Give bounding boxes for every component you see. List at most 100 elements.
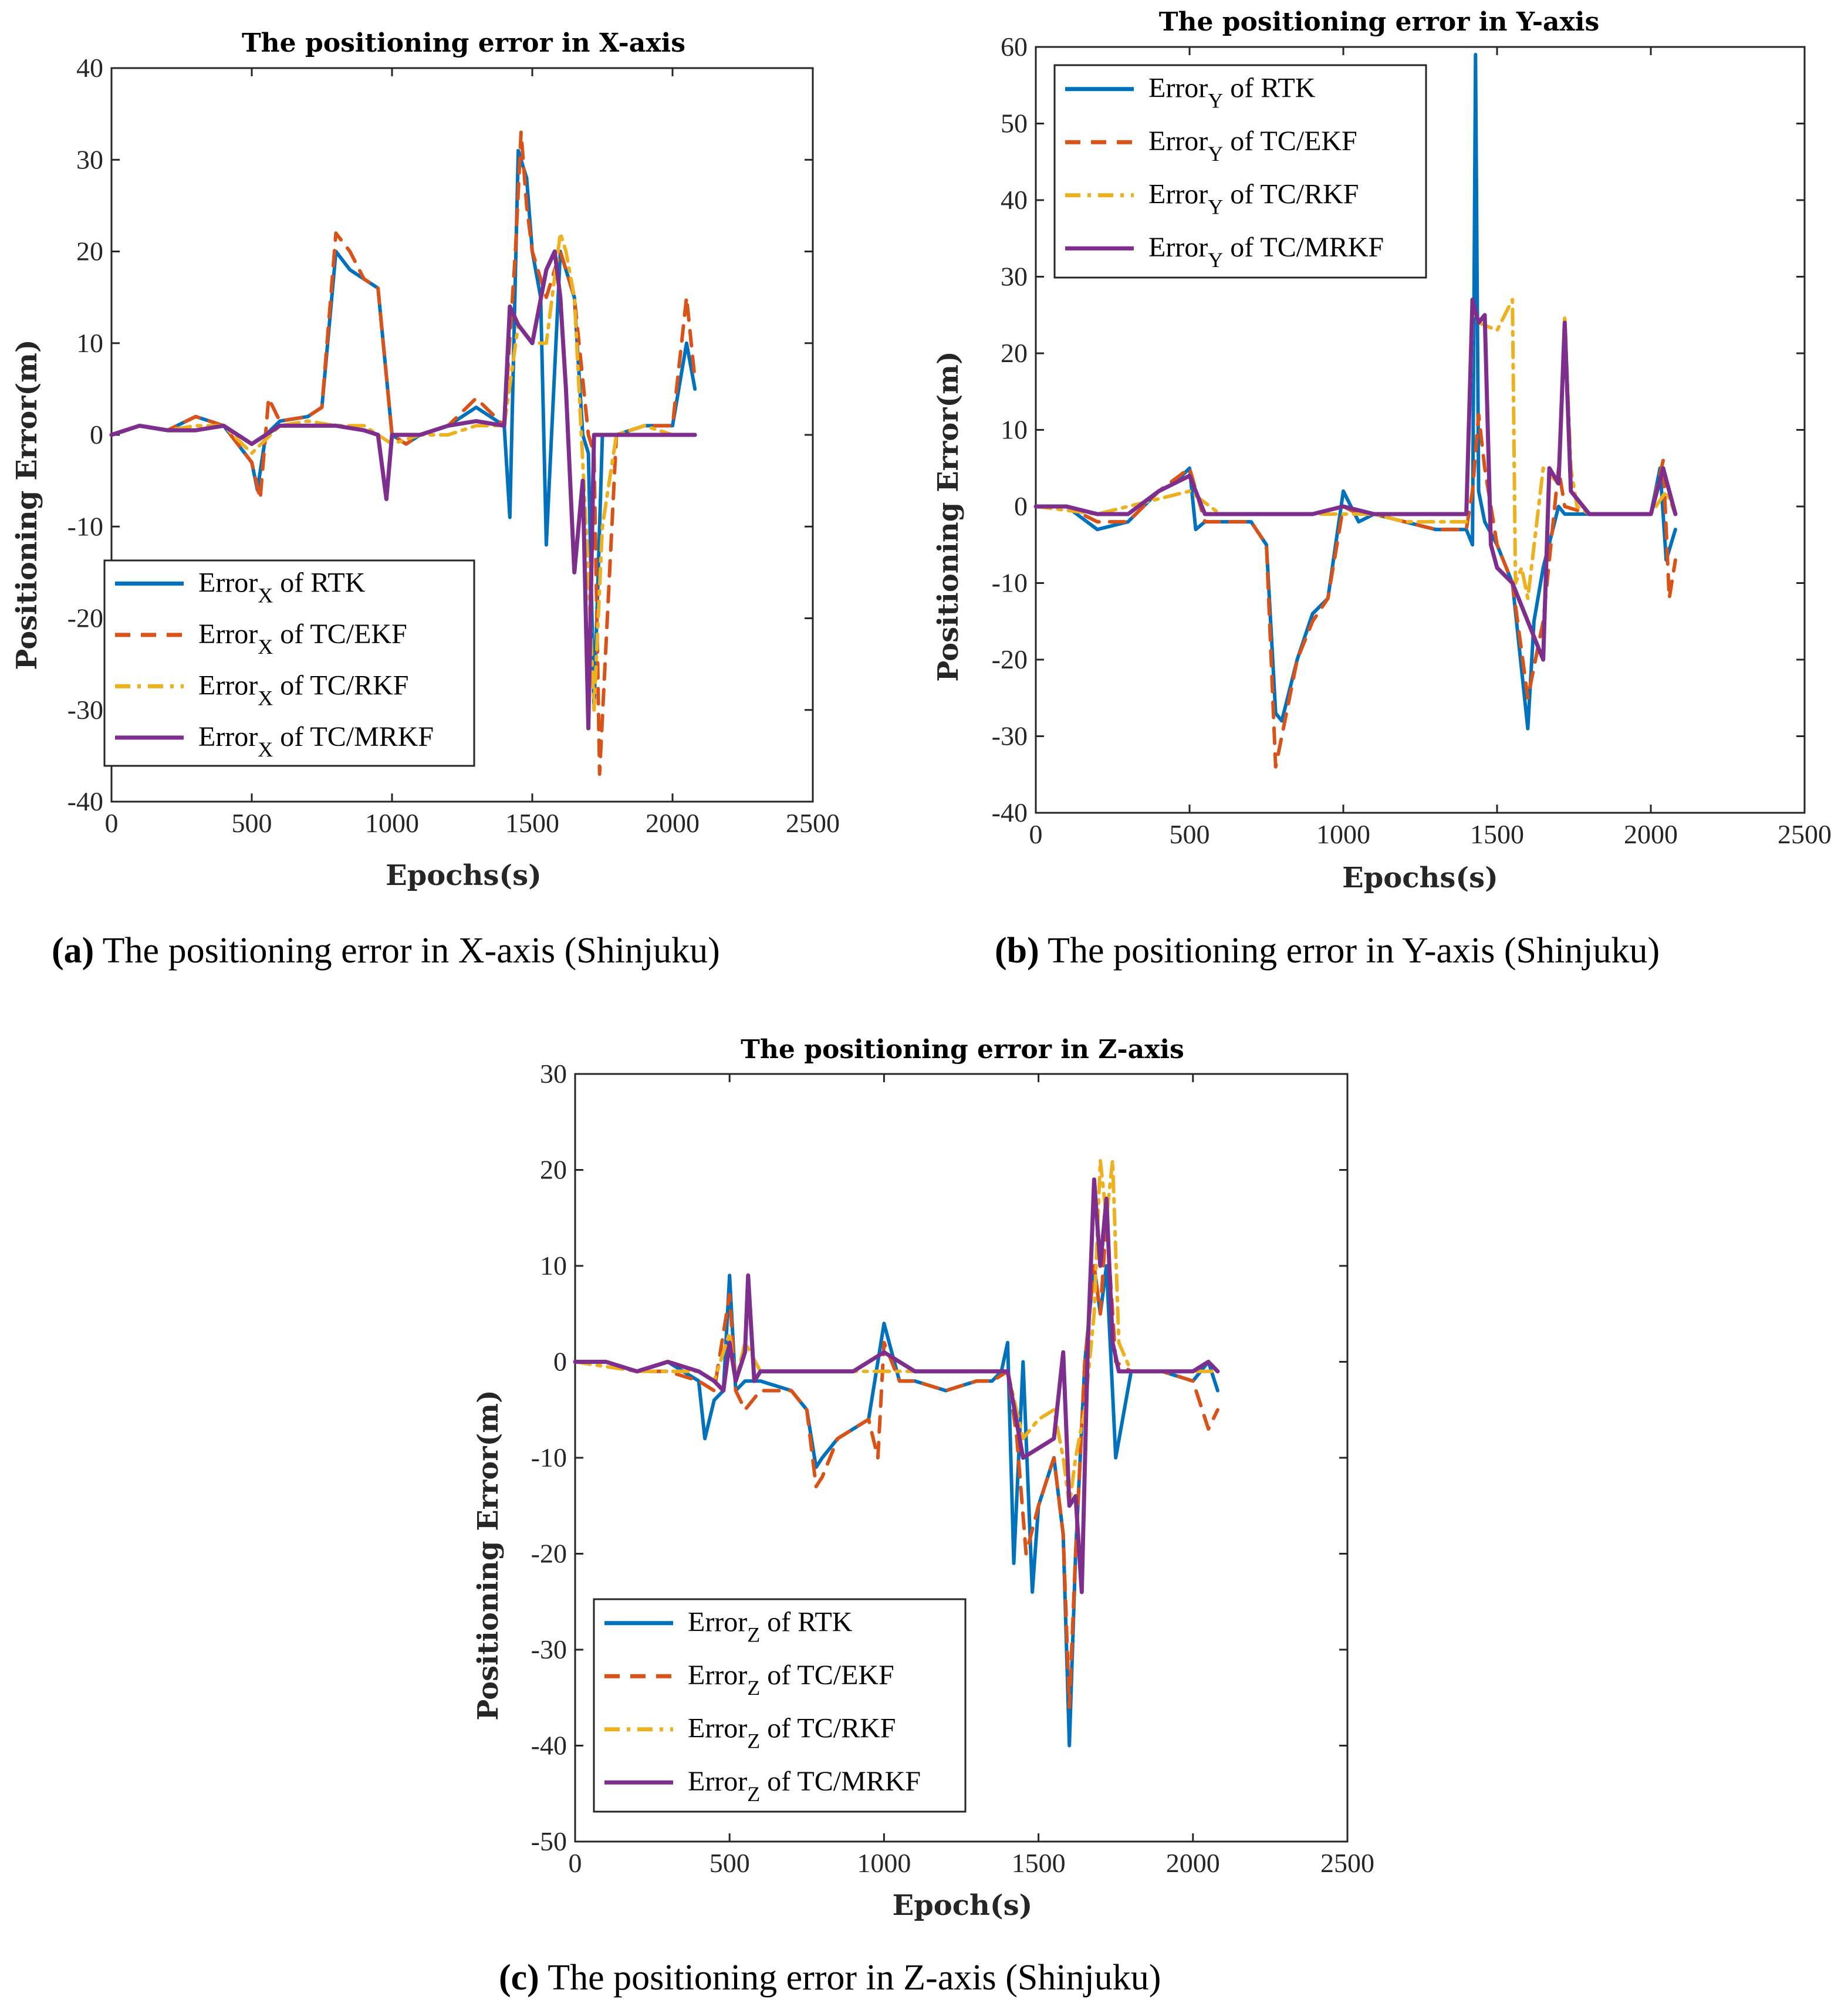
- legend-base: Error: [198, 670, 258, 701]
- legend-label: ErrorZ of TC/MRKF: [688, 1766, 921, 1806]
- y-tick-label: 60: [1001, 32, 1028, 62]
- axis-ticks: 0 500 1000 1500 2000 2500 -40 -30 -20 -10 0 10 20 30 4…: [992, 32, 1832, 849]
- legend-label: ErrorY of TC/RKF: [1148, 179, 1359, 219]
- y-tick-label: -20: [67, 603, 103, 633]
- caption-a: (a) The positioning error in X-axis (Shi…: [52, 931, 720, 971]
- legend-box: [103, 559, 475, 767]
- series-line-mrkf: [573, 1177, 1220, 1595]
- y-axis-label: Positioning Error(m): [932, 351, 965, 681]
- chart-title: The positioning error in X-axis: [242, 28, 685, 58]
- legend-base: Error: [1148, 179, 1208, 210]
- y-tick-label: -30: [531, 1634, 567, 1664]
- x-tick-label: 2500: [1320, 1848, 1374, 1878]
- legend-box: [1053, 64, 1427, 279]
- y-tick-label: 30: [540, 1059, 567, 1089]
- legend-base: Error: [198, 567, 258, 598]
- y-tick-label: -30: [67, 695, 103, 725]
- legend-rest: of TC/RKF: [760, 1713, 896, 1744]
- series-layer: [109, 130, 697, 776]
- panel-y-axis: The positioning error in Y-axis Epochs(s…: [932, 7, 1832, 894]
- legend-base: Error: [198, 619, 258, 650]
- y-tick-label: -40: [992, 798, 1028, 827]
- panel-z-axis: The positioning error in Z-axis Epoch(s)…: [472, 1035, 1374, 1922]
- y-tick-label: 10: [540, 1251, 567, 1281]
- x-tick-label: 1000: [1316, 819, 1370, 849]
- caption-text: The positioning error in X-axis (Shinjuk…: [94, 931, 720, 971]
- series-layer: [573, 1158, 1220, 1748]
- y-tick-label: 10: [76, 328, 103, 358]
- legend-label: ErrorZ of TC/RKF: [688, 1713, 896, 1753]
- legend-subscript: Y: [1208, 195, 1223, 219]
- legend-label: ErrorX of RTK: [198, 567, 366, 607]
- legend-rest: of RTK: [1223, 73, 1315, 104]
- legend-subscript: Y: [1208, 248, 1223, 272]
- legend-subscript: Y: [1208, 142, 1223, 165]
- y-tick-label: 20: [540, 1155, 567, 1185]
- y-tick-label: 0: [1014, 491, 1028, 521]
- series-line-mrkf: [1033, 298, 1678, 662]
- legend-box: [593, 1598, 967, 1813]
- y-tick-label: 40: [76, 53, 103, 83]
- x-tick-label: 500: [232, 808, 272, 838]
- legend-base: Error: [688, 1713, 747, 1744]
- legend-label: ErrorZ of RTK: [688, 1607, 853, 1647]
- series-line-mrkf: [109, 249, 697, 731]
- legend-subscript: Z: [747, 1729, 760, 1753]
- x-axis-label: Epochs(s): [386, 859, 542, 892]
- legend-rest: of TC/MRKF: [1223, 232, 1384, 263]
- legend-label: ErrorY of TC/MRKF: [1148, 232, 1384, 272]
- y-tick-label: -20: [531, 1539, 567, 1569]
- x-tick-label: 1500: [1012, 1848, 1066, 1878]
- y-tick-label: 30: [1001, 262, 1028, 292]
- x-tick-label: 1000: [857, 1848, 911, 1878]
- legend-base: Error: [688, 1766, 747, 1797]
- y-tick-label: -10: [531, 1443, 567, 1472]
- legend-rest: of RTK: [760, 1607, 852, 1638]
- caption-c: (c) The positioning error in Z-axis (Shi…: [499, 1958, 1161, 1998]
- y-tick-label: -10: [67, 511, 103, 541]
- legend-base: Error: [198, 721, 258, 752]
- legend-label: ErrorX of TC/EKF: [198, 619, 407, 658]
- chart-title: The positioning error in Y-axis: [1159, 7, 1600, 37]
- caption-letter: (b): [995, 931, 1039, 971]
- legend-rest: of TC/MRKF: [273, 721, 434, 752]
- y-tick-label: 30: [76, 144, 103, 174]
- series-line-rtk: [110, 148, 697, 712]
- chart-title: The positioning error in Z-axis: [741, 1035, 1184, 1065]
- legend-base: Error: [688, 1660, 747, 1691]
- legend-subscript: Z: [747, 1782, 760, 1806]
- legend-subscript: X: [258, 686, 273, 710]
- legend-rest: of TC/MRKF: [760, 1766, 921, 1797]
- legend-label: ErrorY of RTK: [1148, 73, 1316, 113]
- x-tick-label: 500: [710, 1848, 750, 1878]
- axis-ticks: 0 500 1000 1500 2000 2500 -40 -30 -20 -10 0 10 20 30 4…: [67, 53, 840, 838]
- legend-subscript: X: [258, 635, 273, 658]
- x-tick-label: 500: [1170, 819, 1210, 849]
- y-tick-label: 0: [553, 1347, 567, 1377]
- y-tick-label: -10: [992, 568, 1028, 598]
- series-line-ekf: [1034, 413, 1677, 769]
- x-tick-label: 1000: [365, 808, 419, 838]
- x-tick-label: 2500: [786, 808, 840, 838]
- caption-b: (b) The positioning error in Y-axis (Shi…: [995, 931, 1660, 971]
- series-line-rkf: [1034, 298, 1677, 600]
- legend-rest: of TC/RKF: [1223, 179, 1359, 210]
- legend-rest: of RTK: [273, 567, 365, 598]
- caption-text: The positioning error in Y-axis (Shinjuk…: [1039, 931, 1660, 971]
- x-tick-label: 0: [1029, 819, 1043, 849]
- legend-rest: of TC/EKF: [273, 619, 407, 650]
- legend-subscript: X: [258, 583, 273, 607]
- y-axis-label: Positioning Error(m): [11, 339, 43, 670]
- x-tick-label: 2000: [646, 808, 700, 838]
- y-tick-label: 20: [1001, 338, 1028, 368]
- legend-rest: of TC/EKF: [1223, 126, 1357, 157]
- y-tick-label: 50: [1001, 109, 1028, 138]
- y-tick-label: -40: [67, 786, 103, 816]
- x-tick-label: 2000: [1624, 819, 1678, 849]
- y-tick-label: -50: [531, 1826, 567, 1856]
- y-tick-label: -40: [531, 1731, 567, 1761]
